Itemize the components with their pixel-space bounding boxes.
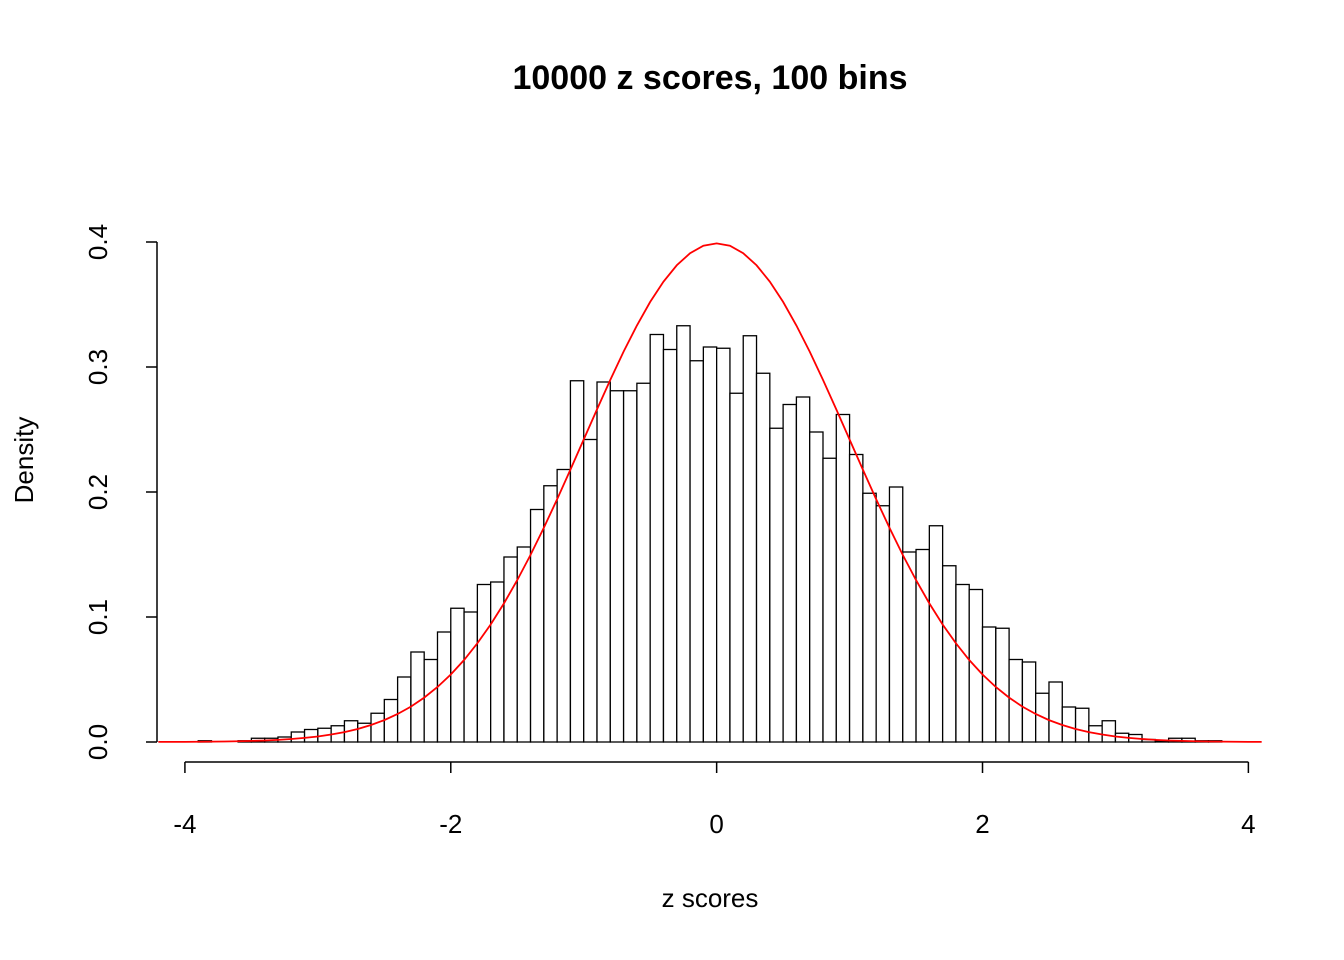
y-tick-label: 0.1 <box>83 599 113 635</box>
bar <box>689 360 705 743</box>
bar <box>450 607 465 743</box>
y-axis-label: Density <box>9 417 39 504</box>
bar <box>928 525 944 743</box>
bar <box>915 548 930 743</box>
bar <box>676 325 691 743</box>
bar <box>583 438 598 743</box>
bar <box>769 427 784 743</box>
y-tick-label: 0.0 <box>83 724 113 760</box>
y-tick-label: 0.4 <box>83 224 113 260</box>
bar <box>809 431 824 743</box>
bar <box>702 346 718 743</box>
bar <box>303 728 319 743</box>
bar <box>622 390 638 743</box>
bar <box>742 335 758 743</box>
x-axis-label: z scores <box>662 883 759 913</box>
bar <box>1021 661 1037 743</box>
bar <box>636 382 651 743</box>
bar <box>1101 720 1117 743</box>
bar <box>1048 681 1063 743</box>
x-tick-label: 4 <box>1241 809 1255 839</box>
bar <box>795 396 811 743</box>
bar <box>436 631 452 743</box>
bar <box>888 486 904 743</box>
bar <box>569 380 585 743</box>
bar <box>383 698 399 743</box>
bar <box>410 651 425 743</box>
chart-title: 10000 z scores, 100 bins <box>512 59 907 97</box>
bar <box>609 390 625 743</box>
bar <box>370 712 385 743</box>
bar <box>463 611 479 743</box>
bar <box>662 348 678 743</box>
bar <box>649 333 665 743</box>
bar <box>848 453 864 743</box>
bar <box>423 658 439 743</box>
bar <box>1061 706 1077 743</box>
x-tick-label: -4 <box>173 809 196 839</box>
bar <box>556 468 572 743</box>
x-tick-label: 0 <box>709 809 723 839</box>
bar <box>902 551 917 743</box>
x-tick-label: 2 <box>975 809 989 839</box>
y-tick-label: 0.2 <box>83 474 113 510</box>
bar <box>476 583 492 743</box>
bar <box>941 565 957 743</box>
density-curve <box>158 242 1262 743</box>
bar <box>835 413 851 743</box>
bar <box>875 505 891 743</box>
bar <box>715 347 731 743</box>
bar <box>782 403 798 743</box>
x-tick-label: -2 <box>439 809 462 839</box>
bar <box>995 627 1010 743</box>
bar <box>529 508 545 743</box>
bar <box>596 381 611 743</box>
bar <box>755 372 771 743</box>
bar <box>1074 707 1090 743</box>
bar <box>822 457 837 743</box>
bar <box>729 392 744 743</box>
bar <box>1008 658 1024 743</box>
bar <box>862 492 877 743</box>
bar <box>290 731 306 743</box>
y-tick-label: 0.3 <box>83 349 113 385</box>
bar <box>968 588 984 743</box>
bar <box>955 583 970 743</box>
